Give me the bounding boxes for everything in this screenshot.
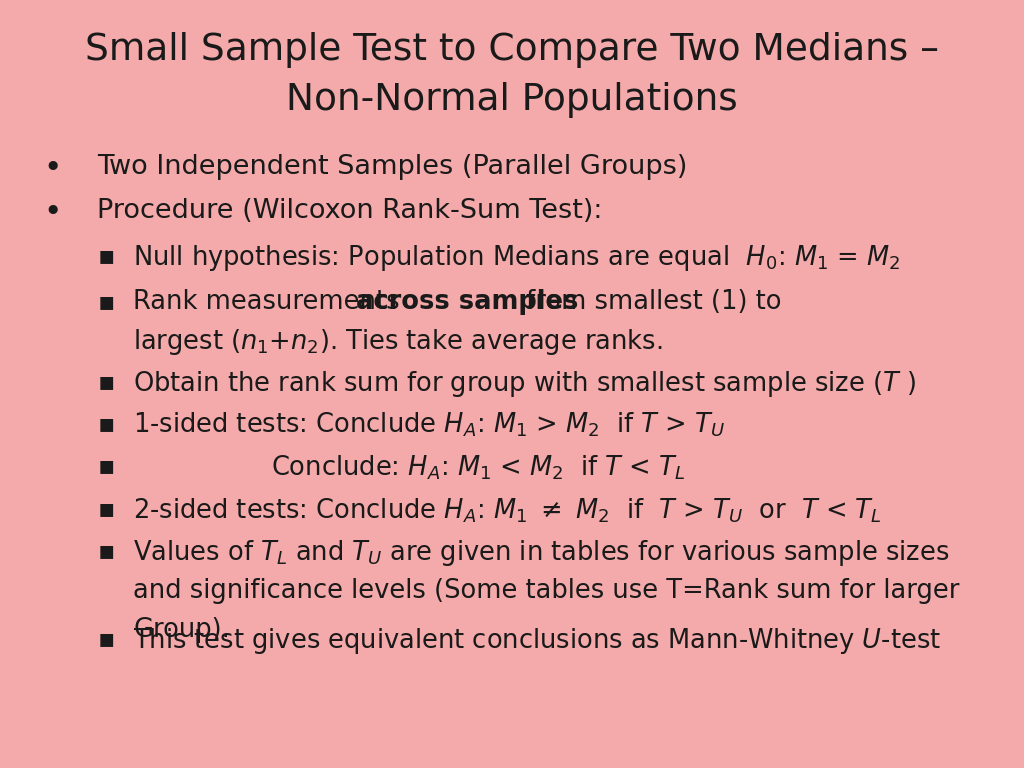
Text: Group).: Group). bbox=[133, 617, 229, 644]
Text: Obtain the rank sum for group with smallest sample size ($T$ ): Obtain the rank sum for group with small… bbox=[133, 369, 916, 399]
Text: Null hypothesis: Population Medians are equal  $H_0$: $M_1$ = $M_2$: Null hypothesis: Population Medians are … bbox=[133, 243, 900, 273]
Text: Conclude: $H_A$: $M_1$ < $M_2$  if $T$ < $T_L$: Conclude: $H_A$: $M_1$ < $M_2$ if $T$ < … bbox=[271, 453, 685, 482]
Text: Procedure (Wilcoxon Rank-Sum Test):: Procedure (Wilcoxon Rank-Sum Test): bbox=[97, 198, 603, 224]
Text: and significance levels (Some tables use T=Rank sum for larger: and significance levels (Some tables use… bbox=[133, 578, 959, 604]
Text: Rank measurements: Rank measurements bbox=[133, 289, 408, 315]
Text: ▪: ▪ bbox=[97, 626, 115, 652]
Text: This test gives equivalent conclusions as Mann-Whitney $U$-test: This test gives equivalent conclusions a… bbox=[133, 626, 941, 656]
Text: Two Independent Samples (Parallel Groups): Two Independent Samples (Parallel Groups… bbox=[97, 154, 688, 180]
Text: 2-sided tests: Conclude $H_A$: $M_1$ $\neq$ $M_2$  if  $T$ > $T_U$  or  $T$ < $T: 2-sided tests: Conclude $H_A$: $M_1$ $\n… bbox=[133, 496, 882, 525]
Text: •: • bbox=[43, 154, 61, 183]
Text: 1-sided tests: Conclude $H_A$: $M_1$ > $M_2$  if $T$ > $T_U$: 1-sided tests: Conclude $H_A$: $M_1$ > $… bbox=[133, 411, 725, 439]
Text: ▪: ▪ bbox=[97, 411, 115, 437]
Text: from smallest (1) to: from smallest (1) to bbox=[518, 289, 781, 315]
Text: across samples: across samples bbox=[356, 289, 579, 315]
Text: ▪: ▪ bbox=[97, 538, 115, 564]
Text: ▪: ▪ bbox=[97, 289, 115, 315]
Text: ▪: ▪ bbox=[97, 496, 115, 522]
Text: Values of $T_L$ and $T_U$ are given in tables for various sample sizes: Values of $T_L$ and $T_U$ are given in t… bbox=[133, 538, 949, 568]
Text: ▪: ▪ bbox=[97, 369, 115, 395]
Text: Non-Normal Populations: Non-Normal Populations bbox=[286, 82, 738, 118]
Text: •: • bbox=[43, 198, 61, 227]
Text: largest ($n_1$+$n_2$). Ties take average ranks.: largest ($n_1$+$n_2$). Ties take average… bbox=[133, 327, 663, 357]
Text: ▪: ▪ bbox=[97, 243, 115, 270]
Text: Small Sample Test to Compare Two Medians –: Small Sample Test to Compare Two Medians… bbox=[85, 32, 939, 68]
Text: ▪: ▪ bbox=[97, 453, 115, 479]
